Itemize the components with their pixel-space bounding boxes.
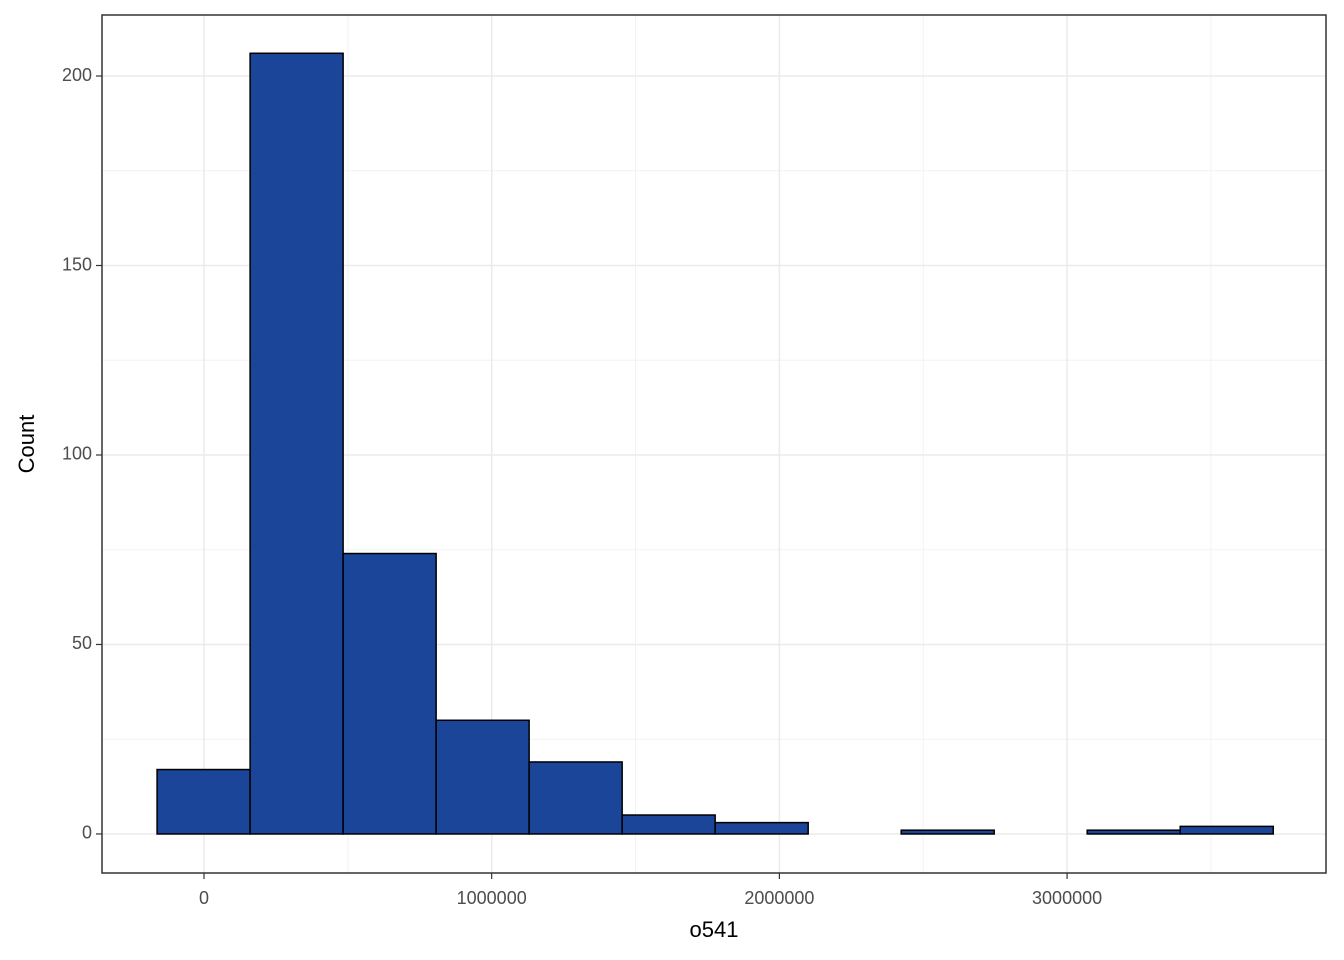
x-tick-label: 0 xyxy=(199,888,209,908)
bar xyxy=(621,814,716,835)
y-tick-label: 150 xyxy=(62,254,92,274)
bar xyxy=(249,52,344,835)
x-axis-title: o541 xyxy=(690,917,739,942)
panel-border xyxy=(101,14,1327,874)
y-tick-label: 50 xyxy=(72,633,92,653)
y-tick-label: 0 xyxy=(82,823,92,843)
bar xyxy=(528,761,623,835)
bar xyxy=(435,719,530,835)
bar xyxy=(900,829,995,835)
bar xyxy=(342,552,437,835)
x-tick-label: 2000000 xyxy=(744,888,814,908)
bar xyxy=(1086,829,1181,835)
bar xyxy=(1179,825,1274,835)
x-tick-label: 1000000 xyxy=(457,888,527,908)
y-tick-label: 100 xyxy=(62,444,92,464)
x-tick-label: 3000000 xyxy=(1032,888,1102,908)
y-tick-label: 200 xyxy=(62,65,92,85)
bar xyxy=(714,821,809,835)
y-axis-title: Count xyxy=(14,415,39,474)
bar xyxy=(156,768,251,835)
